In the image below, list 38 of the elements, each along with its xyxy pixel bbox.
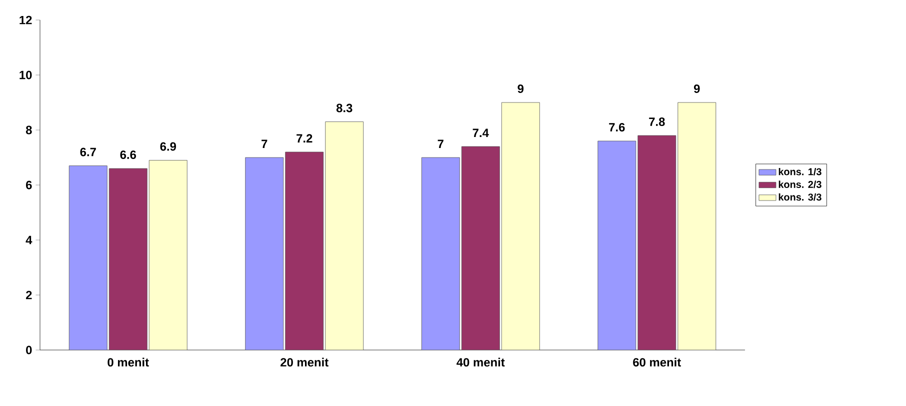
bar	[421, 157, 460, 350]
data-label: 6.6	[120, 150, 136, 159]
y-tick-label: 4	[26, 236, 32, 244]
bar	[501, 102, 540, 350]
data-label: 7.4	[472, 128, 489, 137]
data-label: 9	[694, 84, 700, 93]
data-label: 6.9	[160, 142, 176, 151]
bar	[678, 102, 716, 350]
data-label: 9	[518, 84, 524, 93]
data-label: 7.6	[609, 123, 625, 132]
y-tick-label: 0	[26, 346, 32, 354]
y-tick-label: 6	[26, 180, 32, 190]
data-label: 8.3	[336, 104, 352, 112]
data-label: 7	[262, 140, 268, 148]
data-label: 7.2	[296, 134, 312, 142]
y-tick-label: 12	[20, 16, 32, 24]
legend-label: kons. 2/3	[778, 180, 822, 188]
x-tick-label: 40 menit	[456, 358, 505, 367]
x-tick-label: 60 menit	[633, 358, 681, 367]
bar	[285, 152, 324, 350]
data-label: 7	[438, 140, 444, 148]
bar	[325, 122, 364, 350]
y-tick-label: 8	[26, 126, 32, 134]
bar	[598, 140, 636, 350]
x-tick-label: 0 menit	[108, 358, 149, 367]
data-label: 6.7	[80, 148, 96, 156]
bar	[148, 160, 188, 350]
bar	[638, 135, 676, 350]
x-tick-label: 20 menit	[280, 358, 328, 367]
y-tick-label: 2	[26, 290, 32, 300]
bar	[461, 146, 500, 350]
bar	[245, 157, 284, 350]
bar	[108, 168, 148, 350]
legend-label: kons. 1/3	[778, 168, 822, 176]
legend-label: kons. 3/3	[778, 193, 822, 201]
data-label: 7.8	[649, 118, 665, 126]
bar	[68, 166, 108, 350]
y-tick-label: 10	[20, 70, 32, 80]
